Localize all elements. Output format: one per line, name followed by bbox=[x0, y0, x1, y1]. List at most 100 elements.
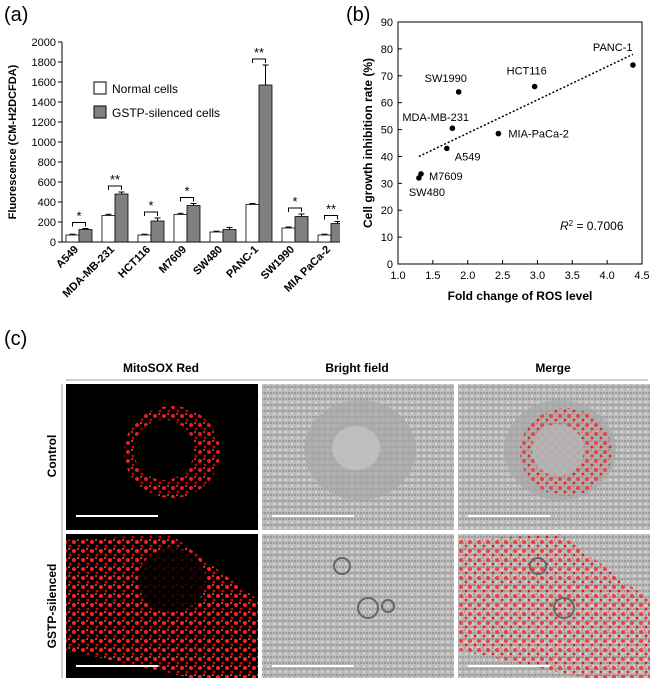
r2-prefix: R bbox=[560, 219, 569, 233]
significance-marker: * bbox=[184, 184, 189, 199]
image-control-mitosox bbox=[66, 384, 258, 530]
y-tick-label: 40 bbox=[381, 151, 393, 163]
bar bbox=[65, 234, 80, 243]
y-tick-label: 70 bbox=[381, 71, 393, 83]
x-tick-label: 3.5 bbox=[565, 270, 580, 282]
bar bbox=[101, 215, 116, 243]
significance-bracket bbox=[72, 222, 86, 227]
image-silenced-merge bbox=[458, 534, 650, 678]
point-label: PANC-1 bbox=[593, 42, 633, 54]
category-label: A549 bbox=[54, 244, 81, 271]
category-label: PANC-1 bbox=[224, 244, 261, 281]
y-tick-label: 20 bbox=[381, 205, 393, 217]
y-tick-label: 50 bbox=[381, 125, 393, 137]
significance-bracket bbox=[180, 197, 194, 202]
scatter-chart: Cell growth inhibition rate (%) Fold cha… bbox=[361, 17, 650, 303]
x-tick-label: 1.0 bbox=[390, 270, 405, 282]
legend-label-normal: Normal cells bbox=[112, 82, 178, 96]
y-tick-label: 0 bbox=[387, 259, 393, 271]
y-tick-label: 1000 bbox=[32, 137, 56, 149]
significance-marker: * bbox=[76, 209, 81, 224]
data-point bbox=[444, 145, 450, 152]
significance-marker: * bbox=[148, 198, 153, 213]
significance-bracket bbox=[144, 211, 158, 216]
category-label: HCT116 bbox=[116, 244, 153, 281]
significance-marker: ** bbox=[254, 45, 264, 60]
bar-chart: Fluorescence (CM-H2DCFDA) 0 200 400 600 800 1… bbox=[7, 37, 340, 300]
y-tick-label: 80 bbox=[381, 44, 393, 56]
y-tick-label: 600 bbox=[38, 177, 56, 189]
point-label: M7609 bbox=[429, 171, 463, 183]
significance-bracket bbox=[288, 207, 302, 212]
bar bbox=[137, 234, 152, 243]
y-axis-label: Fluorescence (CM-H2DCFDA) bbox=[7, 64, 19, 219]
bar bbox=[186, 205, 201, 243]
legend: Normal cells GSTP-silenced cells bbox=[93, 81, 220, 120]
bar bbox=[258, 84, 273, 243]
plot-frame bbox=[397, 21, 643, 265]
data-point bbox=[630, 62, 636, 68]
significance-marker: ** bbox=[326, 202, 336, 217]
data-point bbox=[495, 130, 502, 137]
y-tick-label: 30 bbox=[381, 178, 393, 190]
x-tick-label: 3.0 bbox=[530, 270, 545, 282]
legend-label-silenced: GSTP-silenced cells bbox=[112, 106, 220, 120]
panel-c-label: (c) bbox=[4, 328, 28, 350]
y-tick-label: 0 bbox=[50, 237, 56, 249]
y-ticks: 0 10 20 30 40 50 60 70 80 90 bbox=[381, 17, 402, 271]
bar bbox=[114, 193, 129, 243]
y-tick-label: 1800 bbox=[32, 57, 56, 69]
significance-bracket bbox=[252, 58, 266, 63]
image-control-merge bbox=[458, 384, 650, 530]
column-header-mitosox: MitoSOX Red bbox=[123, 361, 199, 375]
y-tick-label: 60 bbox=[381, 98, 393, 110]
bar bbox=[209, 231, 224, 243]
panel-a-label: (a) bbox=[4, 4, 29, 26]
data-point bbox=[455, 89, 462, 95]
trendline bbox=[418, 53, 634, 158]
bar bbox=[317, 234, 332, 243]
category-label: SW480 bbox=[191, 244, 225, 278]
x-tick-label: 2.0 bbox=[460, 270, 475, 282]
data-points: PANC-1 SW1990 HCT116 MDA-MB-231 MIA-PaCa-2 A5… bbox=[402, 42, 636, 199]
r2-sup: 2 bbox=[569, 219, 574, 228]
r2-value: = 0.7006 bbox=[573, 219, 624, 233]
y-tick-label: 1400 bbox=[32, 97, 56, 109]
point-label: SW1990 bbox=[425, 73, 467, 85]
column-header-merge: Merge bbox=[535, 361, 571, 375]
legend-swatch-normal bbox=[93, 81, 107, 95]
point-label: MIA-PaCa-2 bbox=[508, 129, 569, 141]
significance-marker: * bbox=[292, 194, 297, 209]
bars: ******** ** bbox=[65, 45, 340, 243]
y-tick-label: 10 bbox=[381, 232, 393, 244]
point-label: A549 bbox=[455, 151, 481, 163]
image-silenced-brightfield bbox=[262, 534, 454, 678]
y-tick-label: 2000 bbox=[32, 37, 56, 49]
y-tick-label: 1200 bbox=[32, 117, 56, 129]
x-tick-label: 1.5 bbox=[425, 270, 440, 282]
image-silenced-mitosox bbox=[66, 534, 258, 678]
y-axis-label: Cell growth inhibition rate (%) bbox=[361, 58, 375, 228]
x-tick-label: 4.5 bbox=[634, 270, 649, 282]
x-ticks: 1.0 1.5 2.0 2.5 3.0 3.5 4.0 4.5 bbox=[390, 260, 650, 282]
bar bbox=[150, 220, 165, 243]
micrograph-panel: MitoSOX Red Bright field Merge Control G… bbox=[45, 361, 650, 678]
data-point bbox=[416, 175, 422, 181]
data-point bbox=[531, 83, 538, 90]
bar bbox=[281, 227, 296, 243]
y-tick-label: 400 bbox=[38, 197, 56, 209]
image-control-brightfield bbox=[262, 384, 454, 530]
significance-marker: ** bbox=[110, 172, 120, 187]
bar bbox=[173, 214, 188, 243]
r-squared-annotation: R2 = 0.7006 bbox=[560, 219, 624, 234]
bar bbox=[78, 229, 93, 243]
row-label-control: Control bbox=[45, 435, 59, 478]
data-point bbox=[449, 125, 456, 132]
category-label: M7609 bbox=[157, 244, 189, 276]
point-label: MDA-MB-231 bbox=[402, 112, 469, 124]
bar bbox=[330, 223, 340, 243]
significance-bracket bbox=[108, 185, 122, 190]
y-tick-label: 90 bbox=[381, 17, 393, 29]
column-header-bright-field: Bright field bbox=[325, 361, 388, 375]
